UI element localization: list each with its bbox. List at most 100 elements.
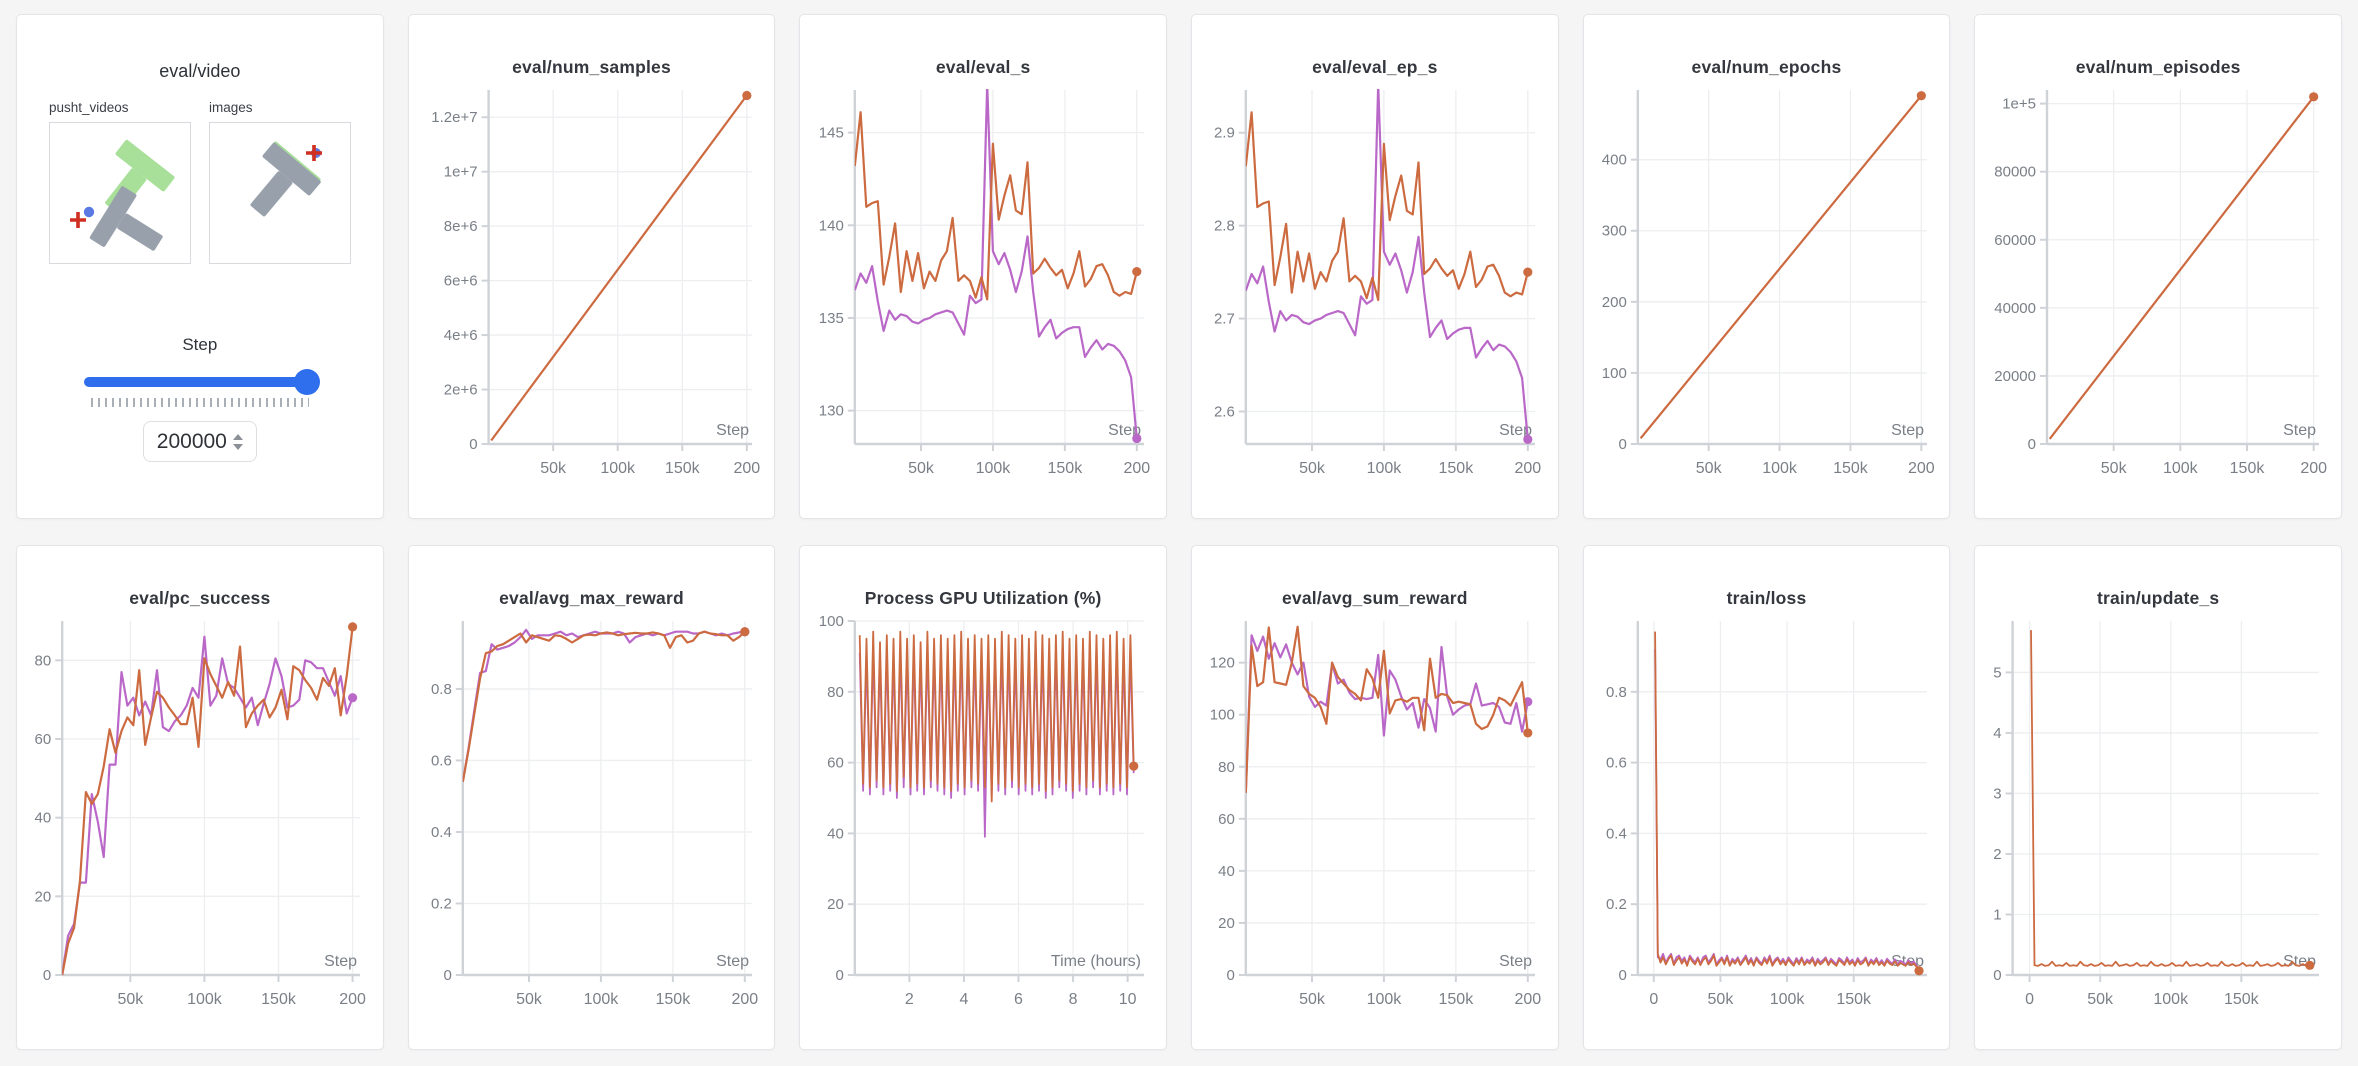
chart-canvas-eval-num-samples[interactable]: 0 2e+6 4e+6 6e+6 8e+6 1e+7 1.2e+7 50k 100k 150k 20… [421,82,762,490]
svg-text:2e+6: 2e+6 [444,382,478,399]
chart-canvas-eval-avg-max-reward[interactable]: 0 0.2 0.4 0.6 0.8 50k 100k 150k 200 Step [421,613,762,1021]
svg-text:1.2e+7: 1.2e+7 [431,109,477,126]
chart-title: Process GPU Utilization (%) [864,588,1102,608]
svg-text:0: 0 [443,967,451,984]
svg-text:10: 10 [1118,991,1136,1008]
svg-text:Step: Step [2283,422,2316,439]
svg-text:150k: 150k [1439,460,1475,477]
svg-text:8e+6: 8e+6 [444,218,478,235]
step-slider-block: Step 200000 [29,335,371,462]
svg-text:150k: 150k [2229,460,2265,477]
svg-text:150k: 150k [2224,991,2260,1008]
chart-title: eval/pc_success [129,588,271,608]
svg-text:40000: 40000 [1994,300,2036,317]
svg-text:Step: Step [1108,422,1141,439]
svg-text:50k: 50k [2087,991,2114,1008]
chart-canvas-eval-avg-sum-reward[interactable]: 0 20 40 60 80 100 120 50k 100k 150k 200 Step [1204,613,1545,1021]
step-increment-icon[interactable] [232,433,243,440]
panel-eval-num-episodes: eval/num_episodes 0 20000 40000 60000 80000 1… [1974,14,2342,519]
pusht-videos-caption: pusht_videos [49,100,129,115]
svg-text:0: 0 [1993,967,2001,984]
svg-text:100k: 100k [1367,460,1403,477]
svg-text:100k: 100k [584,991,620,1008]
svg-text:200: 200 [731,991,758,1008]
pusht-videos-block: pusht_videos [49,100,191,269]
svg-text:2.8: 2.8 [1214,218,1235,235]
svg-text:100: 100 [818,613,843,630]
svg-text:3: 3 [1993,785,2001,802]
svg-text:150k: 150k [261,991,297,1008]
svg-text:80000: 80000 [1994,164,2036,181]
step-slider-label: Step [182,335,218,354]
panel-train-loss: train/loss 0 0.2 0.4 0.6 0.8 0 50k 100k 150k Step [1582,545,1951,1050]
svg-text:150k: 150k [1836,991,1872,1008]
svg-text:135: 135 [818,310,843,327]
svg-text:100k: 100k [600,460,636,477]
green-t-shape [105,139,175,214]
svg-text:6: 6 [1014,991,1023,1008]
target-cross-icon [306,145,322,161]
svg-text:150k: 150k [1047,460,1083,477]
svg-text:400: 400 [1602,152,1627,169]
images-thumbnail[interactable] [209,122,351,264]
svg-text:100k: 100k [975,460,1011,477]
svg-text:0.2: 0.2 [431,895,452,912]
svg-text:2.7: 2.7 [1214,311,1235,328]
svg-text:Step: Step [1499,953,1532,970]
panel-eval-pc-success: eval/pc_success 0 20 40 60 80 50k 100k 150k 200 S… [16,545,384,1050]
slider-track[interactable] [83,377,316,387]
svg-text:100k: 100k [1770,991,1806,1008]
svg-text:0: 0 [1649,991,1658,1008]
chart-canvas-eval-num-epochs[interactable]: 0 100 200 300 400 50k 100k 150k 200 Step [1596,82,1937,490]
panel-process-gpu-utilization: Process GPU Utilization (%) 0 20 40 60 80 100… [799,545,1167,1050]
svg-text:50k: 50k [1299,460,1326,477]
media-thumbnails: pusht_videos images [49,100,371,269]
chart-canvas-eval-pc-success[interactable]: 0 20 40 60 80 50k 100k 150k 200 Step [29,613,370,1021]
chart-canvas-eval-eval-ep-s[interactable]: 2.6 2.7 2.8 2.9 50k 100k 150k 200 Step [1204,82,1545,490]
panel-train-update-s: train/update_s 0 1 2 3 4 5 0 50k 100k 150k Step [1974,545,2342,1050]
svg-text:80: 80 [827,684,844,701]
pusht-video-thumbnail[interactable] [49,122,191,264]
svg-text:0: 0 [1618,436,1626,453]
svg-text:300: 300 [1602,223,1627,240]
svg-text:200: 200 [1515,991,1542,1008]
chart-canvas-process-gpu-utilization[interactable]: 0 20 40 60 80 100 2 4 6 8 10 Time (hours) [813,613,1154,1021]
svg-text:20: 20 [1218,915,1235,932]
svg-text:0.8: 0.8 [431,681,452,698]
panel-eval-eval-s: eval/eval_s 130 135 140 145 50k 100k 150k 200 St… [799,14,1167,519]
step-value[interactable]: 200000 [156,429,227,453]
svg-text:4e+6: 4e+6 [444,327,478,344]
svg-text:100k: 100k [1367,991,1403,1008]
panel-eval-avg-max-reward: eval/avg_max_reward 0 0.2 0.4 0.6 0.8 50k 100k… [407,545,776,1050]
stepper-spinner [232,433,243,450]
svg-text:1: 1 [1993,906,2001,923]
svg-text:100k: 100k [187,991,223,1008]
svg-text:50k: 50k [540,460,567,477]
images-caption: images [209,100,253,115]
step-decrement-icon[interactable] [232,443,243,450]
gray-t-shape [89,186,163,251]
chart-title: eval/avg_max_reward [499,588,684,608]
svg-text:100k: 100k [2153,991,2189,1008]
panel-eval-num-samples: eval/num_samples 0 2e+6 4e+6 6e+6 8e+6 1e+7 1.… [407,14,776,519]
svg-text:60: 60 [827,755,844,772]
svg-text:Step: Step [1499,422,1532,439]
svg-text:100: 100 [1210,707,1235,724]
svg-text:20: 20 [827,896,844,913]
panel-eval-eval-ep-s: eval/eval_ep_s 2.6 2.7 2.8 2.9 50k 100k 150k 20… [1190,14,1559,519]
svg-text:0: 0 [2027,436,2035,453]
svg-text:1e+5: 1e+5 [2002,96,2036,113]
svg-text:4: 4 [959,991,968,1008]
step-number-input[interactable]: 200000 [142,421,257,462]
svg-text:50k: 50k [1696,460,1723,477]
chart-canvas-eval-num-episodes[interactable]: 0 20000 40000 60000 80000 1e+5 50k 100k 150k 200 S… [1988,82,2329,490]
chart-canvas-eval-eval-s[interactable]: 130 135 140 145 50k 100k 150k 200 Step [813,82,1154,490]
slider-handle[interactable] [293,369,320,395]
chart-title: eval/num_episodes [2075,57,2241,77]
svg-text:Step: Step [1891,422,1924,439]
step-slider[interactable] [83,369,320,395]
svg-text:50k: 50k [516,991,543,1008]
chart-title: eval/num_samples [512,57,671,77]
